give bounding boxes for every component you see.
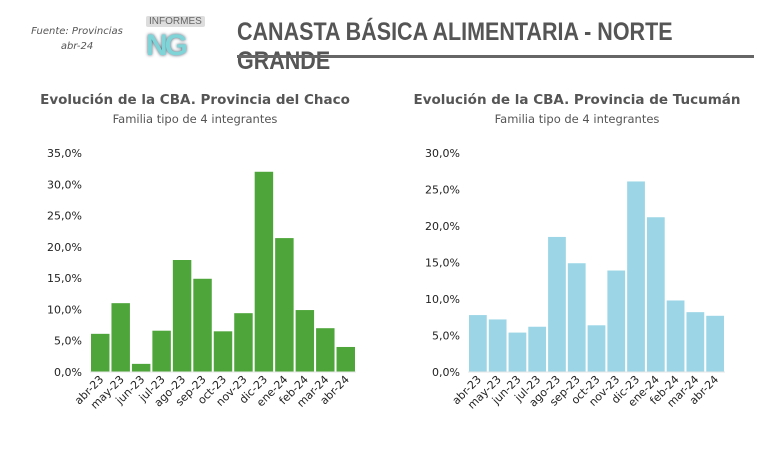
chart-subtitle-tucuman: Familia tipo de 4 integrantes: [494, 112, 660, 126]
y-tick-label: 30,0%: [425, 147, 460, 160]
bar-nov-23: [234, 313, 253, 372]
y-tick-label: 20,0%: [47, 241, 82, 254]
chart-subtitle-chaco: Familia tipo de 4 integrantes: [112, 112, 278, 126]
bar-may-23: [488, 319, 507, 372]
bar-oct-23: [213, 331, 233, 372]
logo-text: INFORMES: [146, 16, 205, 27]
title-underline: [237, 55, 754, 58]
bar-nov-23: [607, 270, 626, 372]
bar-feb-24: [666, 300, 685, 372]
bar-abr-24: [706, 315, 724, 372]
bar-ene-24: [275, 238, 294, 372]
y-tick-label: 10,0%: [47, 303, 82, 316]
source-note: Fuente: Provincias abr-24: [22, 24, 132, 54]
y-tick-label: 20,0%: [425, 220, 460, 233]
y-tick-label: 10,0%: [425, 293, 460, 306]
bar-jul-23: [152, 330, 171, 372]
bar-feb-24: [295, 310, 315, 372]
bar-may-23: [111, 303, 130, 372]
page-title: CANASTA BÁSICA ALIMENTARIA - NORTE GRAND…: [237, 18, 673, 75]
bar-jul-23: [528, 326, 547, 372]
y-tick-label: 30,0%: [47, 178, 82, 191]
logo-mark: NG: [146, 29, 188, 62]
bar-ago-23: [172, 259, 192, 372]
chart-chaco: 0,0%5,0%10,0%15,0%20,0%25,0%30,0%35,0%ab…: [47, 147, 356, 412]
bar-abr-24: [336, 346, 355, 372]
y-tick-label: 0,0%: [54, 366, 82, 379]
bar-oct-23: [587, 325, 606, 372]
bar-mar-24: [316, 328, 335, 372]
y-tick-label: 25,0%: [47, 210, 82, 223]
bar-sep-23: [567, 263, 586, 372]
bar-jun-23: [508, 332, 527, 372]
y-tick-label: 0,0%: [432, 366, 460, 379]
bar-ene-24: [646, 217, 665, 372]
bar-abr-23: [469, 315, 487, 372]
y-tick-label: 5,0%: [54, 335, 82, 348]
y-tick-label: 15,0%: [425, 257, 460, 270]
chart-title-chaco: Evolución de la CBA. Provincia del Chaco: [40, 92, 350, 108]
y-tick-label: 35,0%: [47, 147, 82, 160]
y-tick-label: 25,0%: [425, 184, 460, 197]
bar-sep-23: [193, 278, 212, 372]
y-tick-label: 5,0%: [432, 330, 460, 343]
bar-jun-23: [131, 363, 151, 372]
bar-dic-23: [254, 171, 274, 372]
bar-abr-23: [91, 333, 110, 372]
bar-ago-23: [548, 236, 566, 372]
bar-mar-24: [686, 312, 705, 372]
y-tick-label: 15,0%: [47, 272, 82, 285]
source-date: abr-24: [60, 41, 94, 52]
informes-ng-logo: INFORMES NG: [143, 16, 213, 64]
source-label: Fuente: Provincias: [31, 26, 123, 37]
bar-dic-23: [627, 181, 645, 372]
chart-title-tucuman: Evolución de la CBA. Provincia de Tucumá…: [413, 92, 741, 108]
